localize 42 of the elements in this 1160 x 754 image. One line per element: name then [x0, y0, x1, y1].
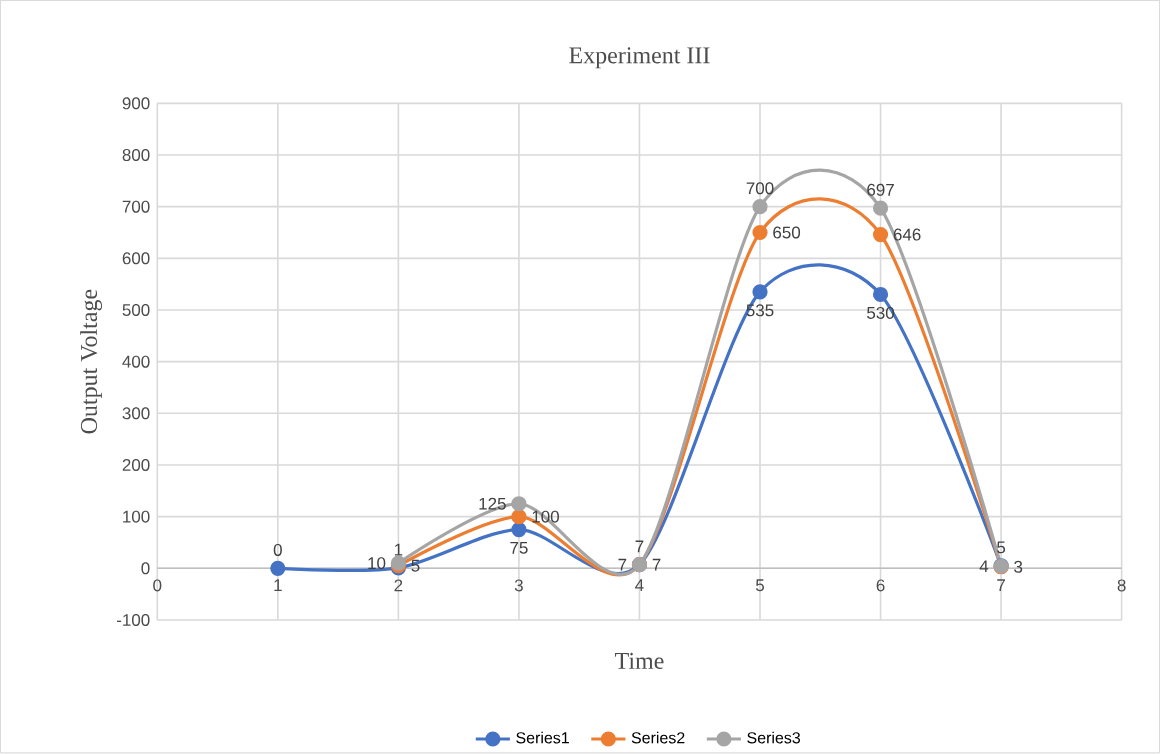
data-label: 0 [273, 543, 282, 556]
data-label: 4 [979, 560, 989, 572]
legend-label: Series1 [516, 731, 569, 744]
legend-label: Series2 [631, 731, 685, 744]
y-tick-label: 200 [122, 458, 150, 471]
data-label: 700 [746, 182, 774, 195]
y-tick-label: 600 [122, 252, 150, 265]
y-tick-label: -100 [116, 613, 150, 626]
x-axis-title: Time [615, 652, 664, 669]
y-tick-label: 100 [123, 510, 150, 523]
data-label: 10 [368, 557, 386, 570]
x-tick-label: 8 [1117, 579, 1126, 592]
data-label: 3 [1014, 560, 1023, 573]
x-tick-label: 6 [876, 579, 885, 592]
x-tick-label: 0 [153, 579, 162, 592]
y-tick-label: 900 [122, 97, 150, 110]
data-label: 7 [652, 558, 661, 571]
data-label: 125 [479, 497, 506, 510]
x-tick-label: 3 [514, 579, 523, 592]
data-label: 1 [394, 543, 403, 556]
x-tick-label: 7 [997, 579, 1005, 591]
y-axis-title: Output Voltage [80, 289, 103, 434]
data-label: 697 [867, 183, 894, 196]
data-label: 100 [532, 510, 559, 523]
chart-title: Experiment III [569, 47, 710, 69]
y-tick-label: 800 [122, 148, 150, 161]
x-tick-label: 4 [635, 579, 644, 591]
data-label: 650 [773, 226, 801, 239]
legend-label: Series3 [747, 731, 801, 744]
y-tick-label: 300 [122, 407, 150, 420]
y-tick-label: 0 [141, 562, 150, 575]
data-label: 7 [635, 540, 644, 553]
data-label: 7 [618, 558, 627, 571]
y-tick-label: 400 [122, 355, 150, 368]
y-tick-label: 700 [122, 200, 150, 213]
x-tick-label: 2 [394, 579, 403, 592]
data-label: 646 [893, 228, 921, 241]
y-tick-label: 500 [122, 303, 150, 316]
x-tick-label: 5 [755, 579, 765, 592]
x-tick-label: 1 [274, 579, 282, 591]
data-label: 75 [510, 541, 528, 554]
data-label: 5 [997, 541, 1006, 554]
